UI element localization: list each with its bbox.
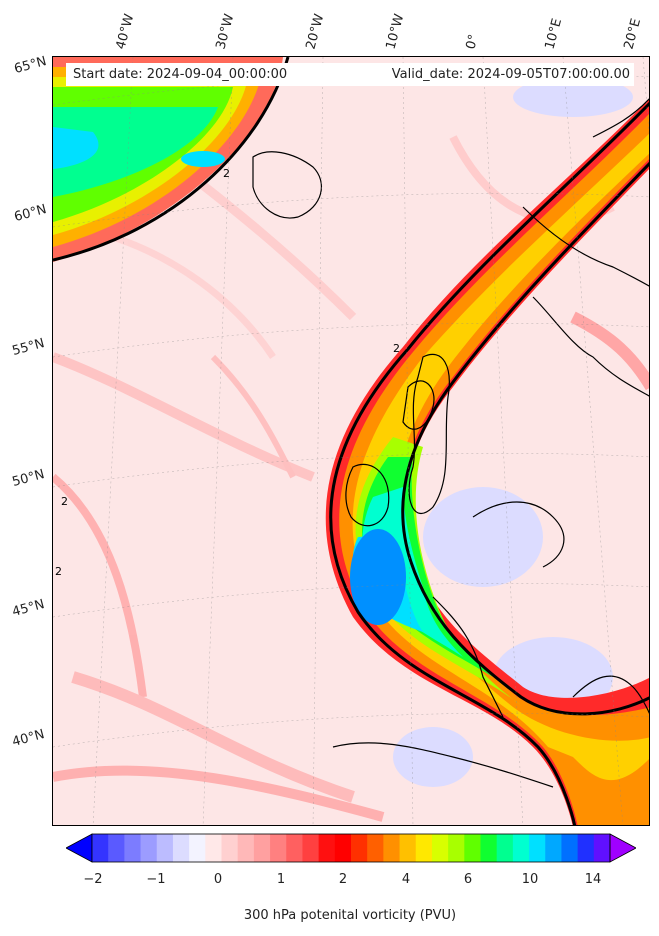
- colorbar-segment: [334, 834, 352, 862]
- colorbar-tick-label: −1: [146, 872, 166, 887]
- colorbar-segment: [593, 834, 611, 862]
- colorbar-segment: [156, 834, 174, 862]
- colorbar-segment: [92, 834, 109, 862]
- colorbar-segment: [545, 834, 562, 862]
- colorbar-segment: [561, 834, 579, 862]
- colorbar-segment: [124, 834, 142, 862]
- colorbar-segment: [512, 834, 530, 862]
- date-info-box: Start date: 2024-09-04_00:00:00 Valid_da…: [66, 63, 634, 86]
- colorbar-tick-label: 1: [276, 872, 286, 887]
- colorbar-segment: [108, 834, 125, 862]
- contour-label: 2: [61, 495, 68, 508]
- colorbar-tick-label: 2: [338, 872, 348, 887]
- colorbar-segment: [302, 834, 320, 862]
- latitude-label: 50°N: [10, 467, 47, 490]
- coastlines: [252, 98, 649, 788]
- colorbar-segment: [237, 834, 255, 862]
- colorbar-under-arrow: [66, 833, 93, 863]
- colorbar-segment: [464, 834, 481, 862]
- colorbar-tick-label: 14: [584, 872, 602, 887]
- colorbar-segment: [351, 834, 368, 862]
- colorbar-tick-label: 4: [401, 872, 411, 887]
- colorbar-tick-label: 6: [463, 872, 473, 887]
- northwest-pv-maximum: [53, 57, 290, 262]
- colorbar-segment: [172, 834, 190, 862]
- colorbar-segment: [205, 834, 222, 862]
- colorbar-segment: [367, 834, 384, 862]
- colorbar-segment: [383, 834, 401, 862]
- map-panel: 2 2 2 2: [52, 56, 650, 826]
- longitude-label: 20°E: [621, 16, 645, 51]
- longitude-label: 10°W: [383, 12, 408, 51]
- colorbar-over-arrow: [609, 833, 636, 863]
- colorbar-segment: [286, 834, 303, 862]
- contour-label: 2: [223, 167, 230, 180]
- longitude-label: 30°W: [213, 12, 238, 51]
- colorbar-segment: [529, 834, 546, 862]
- colorbar-segment: [318, 834, 336, 862]
- latitude-label: 55°N: [10, 336, 47, 359]
- colorbar-segment: [415, 834, 433, 862]
- latitude-label: 45°N: [10, 597, 47, 620]
- colorbar-segment: [577, 834, 595, 862]
- colorbar-tick-label: 10: [521, 872, 539, 887]
- colorbar-frame: [91, 833, 611, 863]
- latitude-label: 65°N: [12, 54, 49, 77]
- longitude-label: 40°W: [113, 12, 138, 51]
- start-date-label: Start date: 2024-09-04_00:00:00: [73, 67, 288, 82]
- contour-label: 2: [55, 565, 62, 578]
- colorbar: [66, 833, 636, 863]
- longitude-label: 10°E: [542, 16, 566, 51]
- pv-field-map: 2 2 2 2: [53, 57, 649, 825]
- colorbar-segment: [431, 834, 449, 862]
- colorbar-segment: [270, 834, 287, 862]
- colorbar-tick-label: −2: [83, 872, 103, 887]
- latitude-label: 40°N: [10, 727, 47, 750]
- colorbar-segment: [140, 834, 158, 862]
- colorbar-segment: [496, 834, 514, 862]
- colorbar-segment: [189, 834, 206, 862]
- main-pv-streamer: [325, 99, 649, 825]
- colorbar-segment: [480, 834, 498, 862]
- longitude-label: 0°: [463, 32, 482, 51]
- colorbar-segment: [221, 834, 239, 862]
- colorbar-segment: [253, 834, 271, 862]
- colorbar-title: 300 hPa potenital vorticity (PVU): [243, 908, 457, 923]
- colorbar-segment: [448, 834, 465, 862]
- colorbar-segment: [399, 834, 417, 862]
- contour-label: 2: [393, 342, 400, 355]
- valid-date-label: Valid_date: 2024-09-05T07:00:00.00: [391, 67, 630, 82]
- longitude-label: 20°W: [303, 12, 328, 51]
- colorbar-tick-label: 0: [213, 872, 223, 887]
- latitude-label: 60°N: [12, 202, 49, 225]
